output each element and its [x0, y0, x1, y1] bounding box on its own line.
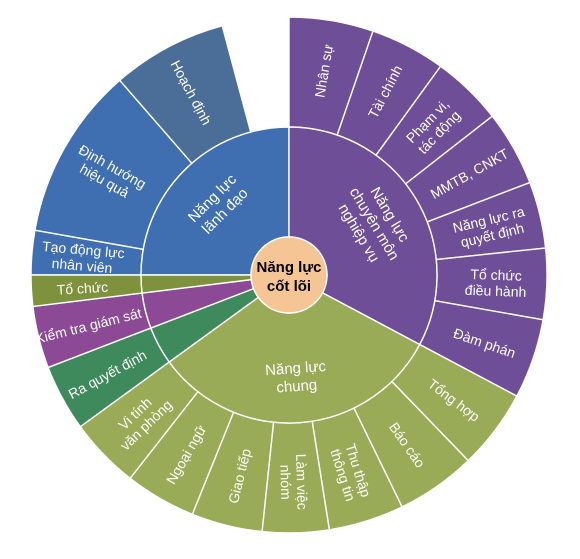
- outer-label-lam-viec-nhom-line: Làm việc: [293, 454, 310, 510]
- outer-label-tao-dong-luc-nhan-vien-line: nhân viên: [51, 255, 113, 276]
- outer-label-tao-dong-luc-nhan-vien: Tạo động lựcnhân viên: [40, 238, 125, 277]
- outer-label-tao-dong-luc-nhan-vien-line: Tạo động lực: [42, 238, 126, 261]
- inner-label-chung-line: Năng lực: [265, 358, 327, 379]
- center-label-line: cốt lõi: [267, 278, 311, 295]
- center-label-line: Năng lực: [256, 259, 321, 276]
- outer-label-to-chuc-dieu-hanh-line: điều hành: [465, 282, 527, 300]
- outer-label-lam-viec-nhom: Làm việcnhóm: [277, 454, 310, 511]
- center-label: Năng lực cốt lõi: [256, 259, 321, 295]
- outer-label-to-chuc-line: Tổ chức: [56, 279, 108, 298]
- inner-label-chung: Năng lựcchung: [265, 358, 329, 397]
- inner-label-chung-line: chung: [276, 377, 318, 397]
- outer-label-lam-viec-nhom-line: nhóm: [277, 464, 294, 499]
- outer-label-to-chuc-dieu-hanh-line: Tổ chức: [470, 266, 522, 284]
- outer-label-to-chuc-dieu-hanh: Tổ chứcđiều hành: [465, 266, 528, 300]
- outer-label-to-chuc: Tổ chức: [56, 279, 108, 298]
- center-circle: [250, 236, 328, 314]
